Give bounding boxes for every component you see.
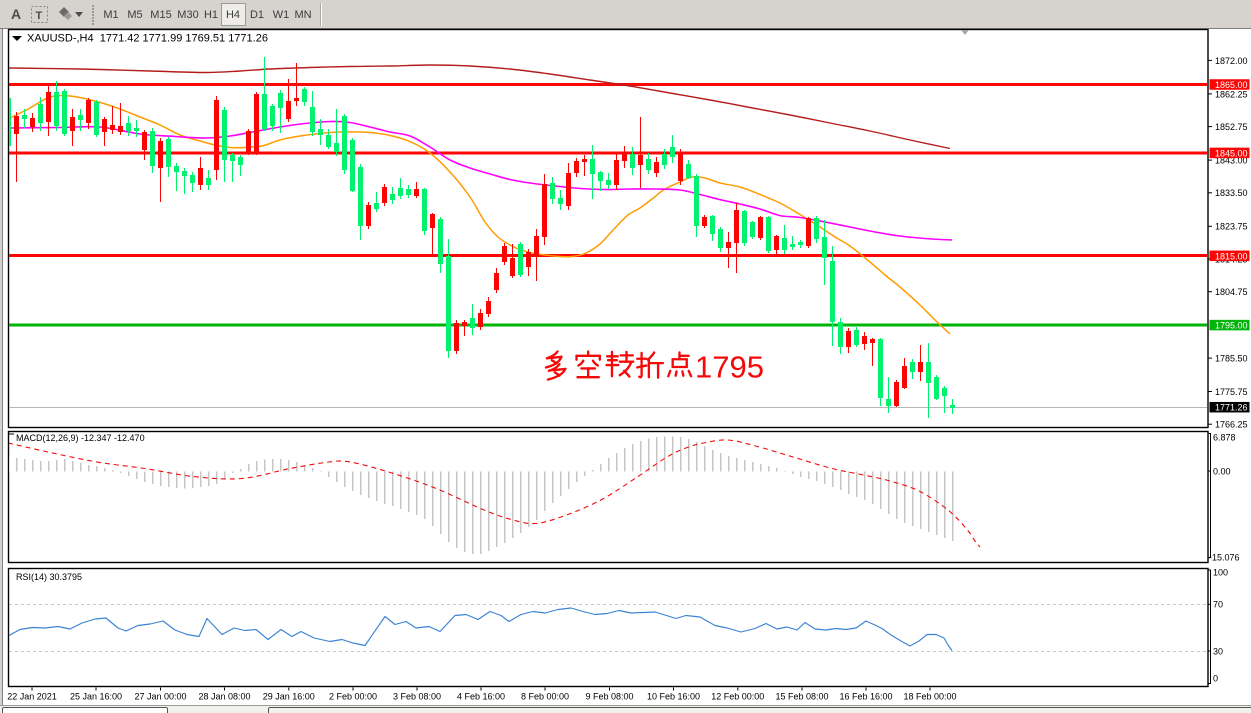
svg-text:12 Feb 00:00: 12 Feb 00:00 — [711, 692, 764, 702]
svg-text:15 Feb 08:00: 15 Feb 08:00 — [775, 692, 828, 702]
svg-text:M15: M15 — [150, 9, 171, 21]
svg-text:1833.50: 1833.50 — [1215, 188, 1248, 198]
svg-text:30: 30 — [1213, 646, 1223, 656]
svg-text:W1: W1 — [273, 9, 290, 21]
svg-text:1843.00: 1843.00 — [1215, 156, 1248, 166]
svg-text:1775.75: 1775.75 — [1215, 387, 1248, 397]
svg-text:22 Jan 2021: 22 Jan 2021 — [7, 692, 57, 702]
svg-text:1852.75: 1852.75 — [1215, 122, 1248, 132]
svg-text:4 Feb 16:00: 4 Feb 16:00 — [457, 692, 505, 702]
svg-text:6.878: 6.878 — [1213, 433, 1236, 443]
svg-text:70: 70 — [1213, 600, 1223, 610]
svg-text:1804.75: 1804.75 — [1215, 287, 1248, 297]
svg-text:-15.076: -15.076 — [1209, 553, 1240, 563]
svg-text:1785.50: 1785.50 — [1215, 354, 1248, 364]
svg-text:M1: M1 — [103, 9, 118, 21]
svg-text:25 Jan 16:00: 25 Jan 16:00 — [70, 692, 122, 702]
svg-text:1766.25: 1766.25 — [1215, 420, 1248, 430]
svg-text:1771.26: 1771.26 — [1215, 403, 1248, 413]
svg-text:1823.75: 1823.75 — [1215, 222, 1248, 232]
svg-text:2 Feb 00:00: 2 Feb 00:00 — [329, 692, 377, 702]
svg-text:M30: M30 — [177, 9, 198, 21]
svg-text:100: 100 — [1213, 568, 1228, 578]
svg-text:18 Feb 00:00: 18 Feb 00:00 — [903, 692, 956, 702]
svg-text:A: A — [11, 6, 21, 22]
svg-text:9 Feb 08:00: 9 Feb 08:00 — [585, 692, 633, 702]
svg-text:0: 0 — [1213, 674, 1218, 684]
svg-text:1845.00: 1845.00 — [1215, 148, 1248, 158]
svg-text:28 Jan 08:00: 28 Jan 08:00 — [198, 692, 250, 702]
svg-text:D1: D1 — [250, 9, 264, 21]
svg-text:1795: 1795 — [695, 350, 764, 385]
svg-text:1865.00: 1865.00 — [1215, 80, 1248, 90]
svg-text:3 Feb 08:00: 3 Feb 08:00 — [393, 692, 441, 702]
svg-text:1872.00: 1872.00 — [1215, 56, 1248, 66]
svg-text:0.00: 0.00 — [1213, 466, 1231, 476]
svg-text:M5: M5 — [127, 9, 142, 21]
svg-text:27 Jan 00:00: 27 Jan 00:00 — [134, 692, 186, 702]
svg-text:RSI(14) 30.3795: RSI(14) 30.3795 — [16, 572, 82, 582]
svg-text:XAUUSD-,H4 1771.42 1771.99 17: XAUUSD-,H4 1771.42 1771.99 1769.51 1771.… — [27, 33, 268, 45]
svg-text:10 Feb 16:00: 10 Feb 16:00 — [647, 692, 700, 702]
svg-text:H4: H4 — [226, 9, 240, 21]
svg-text:H1: H1 — [204, 9, 218, 21]
svg-text:T: T — [36, 10, 43, 22]
svg-text:29 Jan 16:00: 29 Jan 16:00 — [263, 692, 315, 702]
svg-text:MN: MN — [294, 9, 311, 21]
svg-text:16 Feb 16:00: 16 Feb 16:00 — [839, 692, 892, 702]
svg-text:1815.00: 1815.00 — [1215, 251, 1248, 261]
svg-text:1795.00: 1795.00 — [1215, 321, 1248, 331]
svg-text:1862.25: 1862.25 — [1215, 89, 1248, 99]
svg-text:MACD(12,26,9) -12.347 -12.470: MACD(12,26,9) -12.347 -12.470 — [16, 433, 145, 443]
svg-text:8 Feb 00:00: 8 Feb 00:00 — [521, 692, 569, 702]
